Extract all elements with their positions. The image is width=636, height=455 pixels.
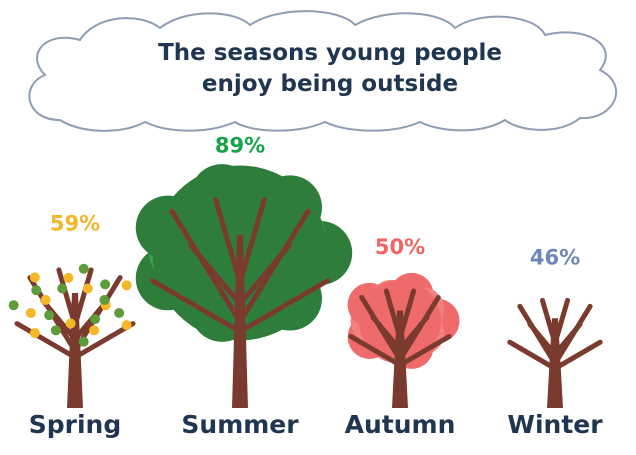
blossom <box>100 279 110 289</box>
chart-title: The seasons young people enjoy being out… <box>130 38 530 100</box>
blossom <box>41 295 51 305</box>
blossom <box>83 283 93 293</box>
category-label: Winter <box>507 410 603 439</box>
blossom <box>30 328 40 338</box>
blossom <box>122 320 132 330</box>
blossom <box>66 318 76 328</box>
blossom <box>99 295 109 305</box>
blossom <box>31 285 41 295</box>
blossom <box>26 308 36 318</box>
value-label: 59% <box>50 212 100 236</box>
blossom <box>9 300 19 310</box>
blossom <box>79 337 89 347</box>
blossom <box>30 272 40 282</box>
branch <box>520 306 555 363</box>
blossom <box>57 283 67 293</box>
category-label: Spring <box>29 410 122 439</box>
category-label: Summer <box>181 410 299 439</box>
blossom <box>90 314 100 324</box>
blossom <box>79 264 89 274</box>
tree <box>136 164 352 408</box>
infographic: 59% Spring 89% Summer 50% Autumn 46% Winter The… <box>0 0 636 455</box>
value-label: 50% <box>375 235 425 259</box>
blossom <box>89 325 99 335</box>
blossom <box>114 308 124 318</box>
value-label: 89% <box>215 134 265 158</box>
blossom <box>51 325 61 335</box>
blossom <box>122 280 132 290</box>
blossom <box>44 310 54 320</box>
tree <box>510 300 600 408</box>
category-label: Autumn <box>345 410 456 439</box>
branch <box>555 306 590 363</box>
blossom <box>63 273 73 283</box>
tree <box>348 273 460 408</box>
tree <box>9 264 133 408</box>
value-label: 46% <box>530 245 580 269</box>
